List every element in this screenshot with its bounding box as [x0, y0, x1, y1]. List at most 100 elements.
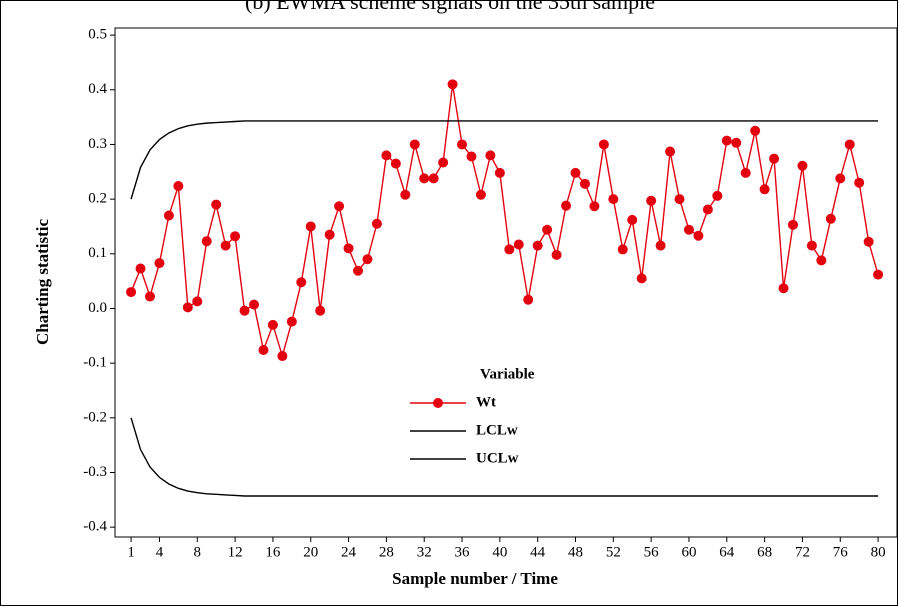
- point: [693, 230, 704, 241]
- point: [126, 287, 137, 298]
- point: [778, 283, 789, 294]
- point: [220, 240, 231, 251]
- x-tick-label: 12: [228, 544, 243, 560]
- point: [806, 240, 817, 251]
- legend-label: UCLw: [476, 450, 519, 466]
- y-tick-label: 0.1: [88, 245, 107, 261]
- point: [447, 79, 458, 90]
- point: [381, 150, 392, 161]
- point: [854, 177, 865, 188]
- x-tick-label: 20: [303, 544, 318, 560]
- y-tick-label: 0.5: [88, 27, 107, 43]
- x-tick-label: 16: [265, 544, 281, 560]
- x-tick-label: 72: [795, 544, 810, 560]
- point: [570, 167, 581, 178]
- point: [825, 213, 836, 224]
- point: [400, 189, 411, 200]
- legend-label: Wt: [476, 394, 496, 410]
- point: [296, 277, 307, 288]
- point: [286, 316, 297, 327]
- y-tick-label: 0.4: [88, 81, 107, 97]
- x-tick-label: 4: [156, 544, 164, 560]
- point: [627, 214, 638, 225]
- point: [721, 135, 732, 146]
- point: [655, 240, 666, 251]
- point: [844, 139, 855, 150]
- point: [475, 189, 486, 200]
- x-tick-label: 44: [530, 544, 546, 560]
- point: [740, 167, 751, 178]
- point: [428, 173, 439, 184]
- point: [371, 218, 382, 229]
- x-tick-label: 60: [681, 544, 696, 560]
- point: [759, 184, 770, 195]
- point: [182, 302, 193, 313]
- point: [863, 236, 874, 247]
- point: [561, 200, 572, 211]
- point: [390, 158, 401, 169]
- point: [267, 319, 278, 330]
- point: [636, 273, 647, 284]
- x-tick-label: 76: [833, 544, 849, 560]
- point: [608, 194, 619, 205]
- point: [674, 194, 685, 205]
- point: [769, 153, 780, 164]
- y-tick-label: -0.4: [83, 519, 107, 535]
- point: [211, 199, 222, 210]
- point: [787, 219, 798, 230]
- point: [485, 150, 496, 161]
- point: [702, 204, 713, 215]
- y-tick-label: -0.2: [83, 409, 107, 425]
- point: [258, 345, 269, 356]
- point: [144, 291, 155, 302]
- x-tick-label: 8: [194, 544, 202, 560]
- chart-title: (b) EWMA scheme signals on the 35th samp…: [245, 0, 655, 14]
- point: [315, 305, 326, 316]
- point: [523, 294, 534, 305]
- y-tick-label: -0.1: [83, 355, 107, 371]
- legend-label: LCLw: [476, 422, 518, 438]
- point: [683, 224, 694, 235]
- point: [334, 201, 345, 212]
- point: [665, 146, 676, 157]
- x-tick-label: 80: [871, 544, 886, 560]
- point: [154, 258, 165, 269]
- x-tick-label: 1: [127, 544, 135, 560]
- point: [579, 178, 590, 189]
- point: [835, 173, 846, 184]
- legend-marker: [433, 398, 443, 408]
- x-tick-label: 64: [719, 544, 735, 560]
- point: [192, 296, 203, 307]
- point: [343, 243, 354, 254]
- x-tick-label: 28: [379, 544, 394, 560]
- point: [731, 137, 742, 148]
- point: [750, 125, 761, 136]
- point: [873, 269, 884, 280]
- y-axis-label: Charting statistic: [33, 219, 52, 346]
- point: [409, 139, 420, 150]
- x-tick-label: 52: [606, 544, 621, 560]
- y-tick-label: -0.3: [83, 464, 107, 480]
- x-axis-label: Sample number / Time: [392, 569, 558, 588]
- point: [504, 244, 515, 255]
- plot-area: [114, 27, 898, 538]
- point: [249, 299, 260, 310]
- point: [173, 181, 184, 192]
- y-tick-label: 0.0: [88, 300, 107, 316]
- point: [201, 236, 212, 247]
- x-tick-label: 56: [644, 544, 660, 560]
- x-tick-label: 32: [417, 544, 432, 560]
- x-tick-label: 24: [341, 544, 357, 560]
- x-tick-label: 40: [492, 544, 507, 560]
- point: [353, 265, 364, 276]
- series-line: [130, 120, 879, 200]
- point: [598, 139, 609, 150]
- point: [362, 254, 373, 265]
- point: [589, 201, 600, 212]
- x-tick-label: 36: [455, 544, 471, 560]
- point: [494, 167, 505, 178]
- point: [163, 210, 174, 221]
- point: [419, 173, 430, 184]
